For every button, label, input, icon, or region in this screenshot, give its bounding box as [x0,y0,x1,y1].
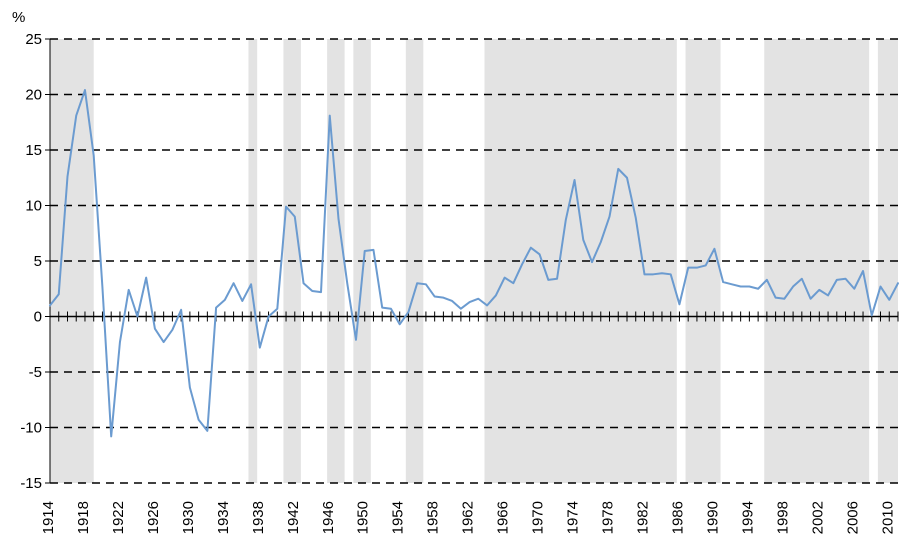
x-tick-label: 1970 [530,501,547,534]
x-tick-label: 1998 [774,501,791,534]
x-tick-label: 1990 [704,501,721,534]
x-tick-label: 1946 [320,501,337,534]
series-layer [49,89,899,438]
x-tick-label: 1934 [215,501,232,534]
y-tick-label: -5 [29,364,42,381]
tick-labels: 25 20 15 10 5 0 -5 -10 -15 1914 1918 1922 1926 1930 19… [20,31,896,534]
x-tick-label: 1986 [669,501,686,534]
y-tick-label: 5 [34,253,42,270]
x-tick-label: 1918 [75,501,92,534]
x-tick-label: 1942 [285,501,302,534]
y-tick-label: -10 [20,420,42,437]
x-tick-label: 1982 [634,501,651,534]
x-tick-label: 2002 [809,501,826,534]
series-line-1 [49,89,899,438]
x-tick-label: 1966 [495,501,512,534]
x-tick-label: 1978 [600,501,617,534]
x-tick-label: 1914 [40,501,57,534]
x-tick-label: 1974 [565,501,582,534]
x-tick-label: 1994 [739,501,756,534]
x-tick-label: 1926 [145,501,162,534]
y-unit-label: % [12,9,25,26]
y-tick-label: 25 [25,31,42,48]
y-tick-label: -15 [20,475,42,492]
y-tick-label: 10 [25,198,42,215]
y-tick-label: 15 [25,142,42,159]
x-tick-label: 1938 [250,501,267,534]
x-tick-label: 1954 [390,501,407,534]
x-tick-label: 2010 [879,501,896,534]
y-tick-label: 0 [34,309,42,326]
x-tick-label: 1922 [110,501,127,534]
x-tick-label: 1958 [425,501,442,534]
horizontal-gridlines [50,38,898,484]
x-tick-label: 1950 [355,501,372,534]
x-tick-label: 1962 [460,501,477,534]
axes [45,38,899,484]
x-tick-label: 1930 [180,501,197,534]
y-tick-label: 20 [25,87,42,104]
x-tick-label: 2006 [844,501,861,534]
